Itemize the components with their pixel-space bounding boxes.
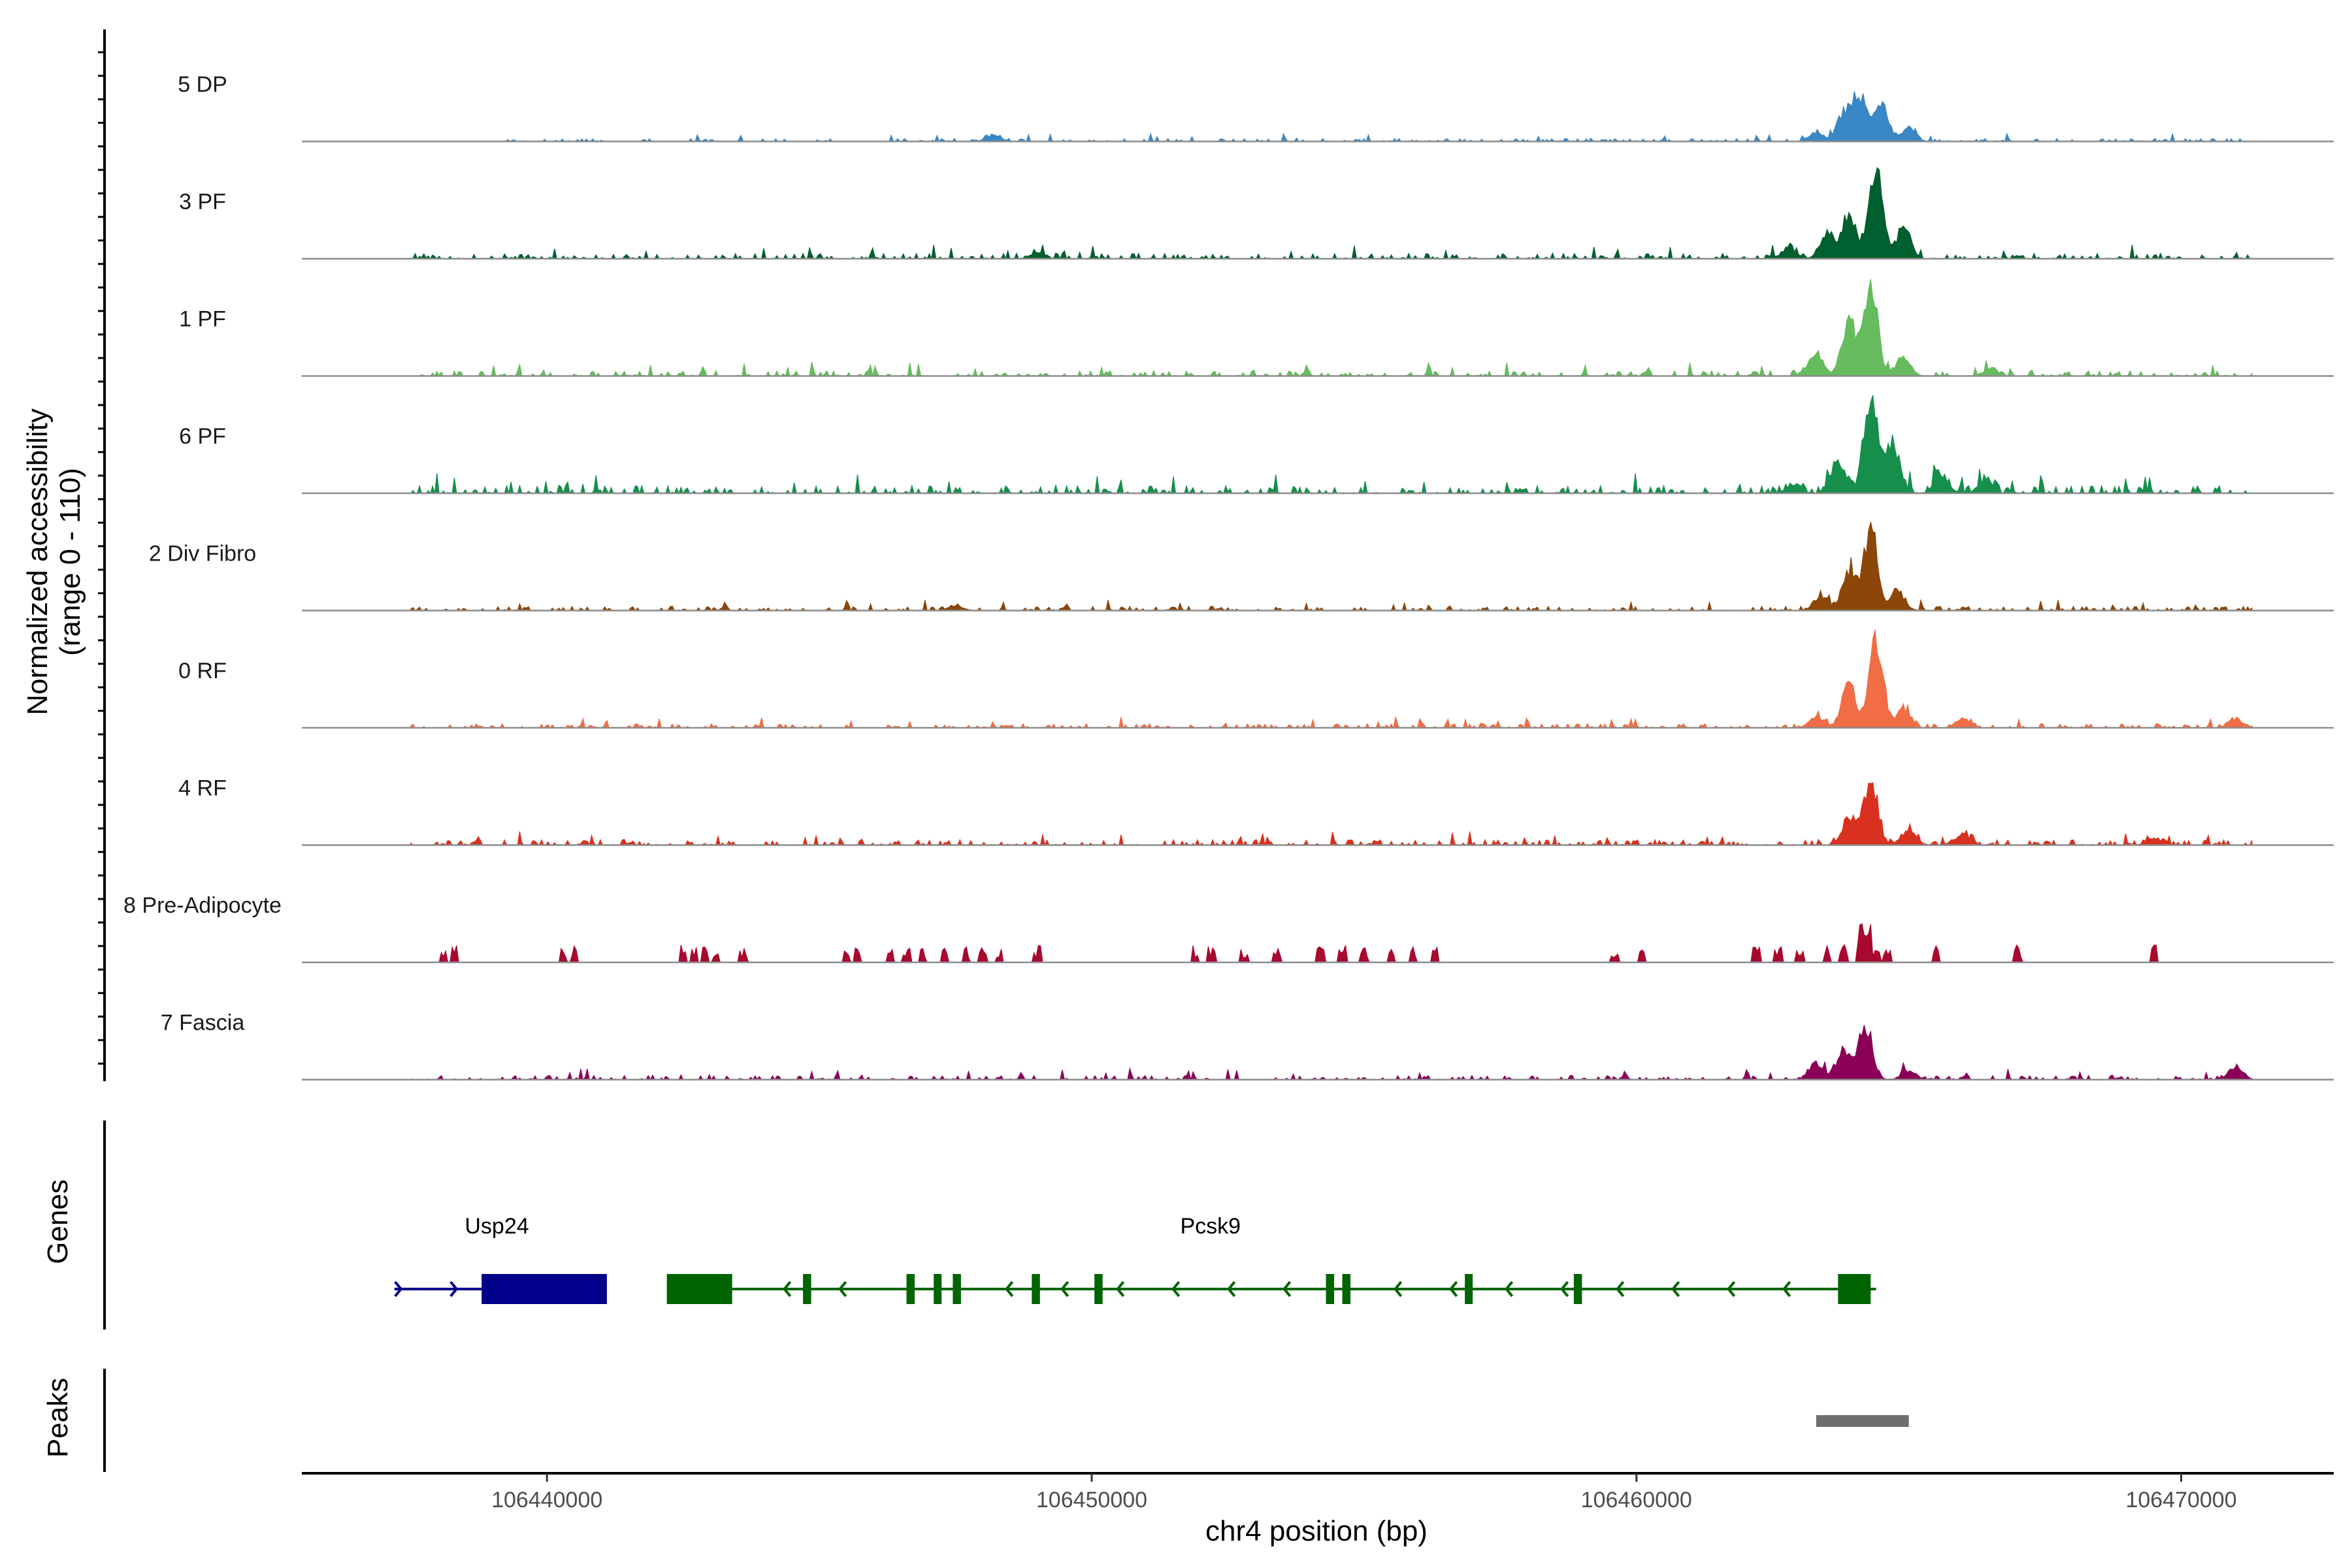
coverage-area: [410, 923, 2252, 963]
strand-arrow: [394, 1281, 403, 1298]
strand-arrow: [838, 1281, 847, 1298]
track-5-dp: 5 DP: [178, 73, 2334, 142]
genes-title: Genes: [42, 1179, 74, 1264]
track-2-div-fibro: 2 Div Fibro: [149, 521, 2334, 612]
track-1-pf: 1 PF: [179, 279, 2334, 378]
track-label: 5 DP: [178, 73, 227, 97]
y-axis-title: Normalized accessibility: [22, 408, 54, 715]
coverage-area: [492, 91, 2252, 142]
gene-exon: [1838, 1274, 1871, 1304]
x-tick-label: 106460000: [1581, 1488, 1692, 1512]
coverage-area: [410, 1024, 2253, 1081]
gene-exon: [906, 1274, 915, 1304]
coverage-area: [410, 167, 2252, 261]
x-tick-label: 106470000: [2125, 1488, 2236, 1512]
strand-arrow: [1171, 1281, 1181, 1298]
peak-region: [1816, 1415, 1909, 1427]
gene-exon: [934, 1274, 942, 1304]
strand-arrow: [1005, 1281, 1014, 1298]
x-axis: 106440000 106450000 106460000 106470000: [302, 1472, 2334, 1512]
gene-exon: [1465, 1274, 1473, 1304]
gene-exon: [1326, 1274, 1335, 1304]
gene-label: Pcsk9: [1180, 1214, 1241, 1239]
strand-arrow: [1449, 1281, 1458, 1298]
track-8-pre-adipocyte: 8 Pre-Adipocyte: [123, 893, 2334, 964]
y-axis-range: (range 0 - 110): [54, 468, 86, 656]
genes-panel: Usp24 Pcsk9: [103, 1120, 1876, 1330]
x-tick-label: 106440000: [491, 1488, 602, 1512]
track-label: 6 PF: [179, 424, 226, 449]
gene-exon: [803, 1274, 811, 1304]
track-4-rf: 4 RF: [178, 776, 2334, 847]
coverage-area: [410, 279, 2253, 378]
gene-exon: [1032, 1274, 1040, 1304]
strand-arrow: [1616, 1281, 1625, 1298]
strand-arrow: [1394, 1281, 1403, 1298]
track-label: 0 RF: [178, 659, 227, 683]
strand-arrow: [1727, 1281, 1736, 1298]
gene-pcsk9: Pcsk9: [666, 1214, 1876, 1304]
track-label: 2 Div Fibro: [149, 542, 256, 566]
track-label: 1 PF: [179, 307, 226, 332]
track-label: 8 Pre-Adipocyte: [123, 893, 282, 918]
track-3-pf: 3 PF: [179, 167, 2334, 261]
x-axis-title: chr4 position (bp): [1205, 1515, 1428, 1547]
gene-exon: [1573, 1274, 1582, 1304]
gene-exon: [482, 1274, 607, 1304]
track-label: 7 Fascia: [161, 1011, 245, 1036]
strand-arrow: [1116, 1281, 1125, 1298]
strand-arrow: [1282, 1281, 1292, 1298]
track-7-fascia: 7 Fascia: [161, 1011, 2334, 1081]
track-6-pf: 6 PF: [179, 395, 2334, 495]
peaks-title: Peaks: [42, 1378, 74, 1458]
strand-arrow: [1060, 1281, 1070, 1298]
coverage-area: [410, 629, 2253, 729]
coverage-area: [410, 395, 2252, 495]
gene-exon: [1342, 1274, 1351, 1304]
strand-arrow: [1671, 1281, 1680, 1298]
track-label: 4 RF: [178, 776, 227, 801]
y-axis: [98, 29, 106, 1081]
coverage-area: [410, 782, 2253, 847]
strand-arrow: [1560, 1281, 1569, 1298]
gene-exon: [666, 1274, 732, 1304]
strand-arrow: [1227, 1281, 1236, 1298]
track-0-rf: 0 RF: [178, 629, 2334, 729]
strand-arrow: [783, 1281, 792, 1298]
gene-exon: [1094, 1274, 1103, 1304]
gene-usp24: Usp24: [394, 1214, 607, 1304]
strand-arrow: [449, 1281, 459, 1298]
gene-exon: [953, 1274, 961, 1304]
strand-arrow: [1782, 1281, 1791, 1298]
track-label: 3 PF: [179, 189, 226, 214]
peaks-panel: [103, 1369, 1909, 1472]
gene-label: Usp24: [465, 1214, 529, 1239]
coverage-area: [410, 521, 2253, 612]
coverage-tracks: 5 DP 3 PF 1 PF 6 PF 2 Div Fibro 0 RF 4 RF 8 Pre…: [123, 73, 2334, 1081]
x-tick-label: 106450000: [1036, 1488, 1147, 1512]
strand-arrow: [1505, 1281, 1514, 1298]
